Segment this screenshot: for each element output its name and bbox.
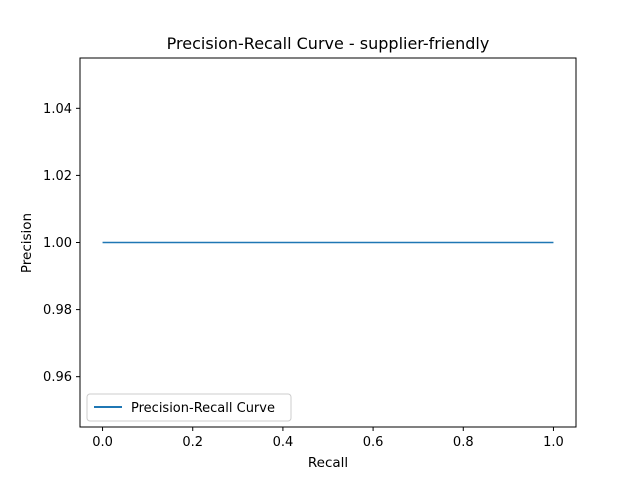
x-tick-label: 0.2 [182, 435, 203, 450]
x-tick-label: 0.0 [92, 435, 113, 450]
y-tick-label: 1.04 [43, 102, 72, 117]
x-tick-label: 1.0 [543, 435, 564, 450]
y-axis-label: Precision [19, 213, 35, 273]
x-tick-label: 0.6 [363, 435, 384, 450]
y-tick-label: 1.00 [43, 236, 72, 251]
y-tick-label: 1.02 [43, 169, 72, 184]
legend-box [86, 393, 292, 422]
y-tick-label: 0.98 [43, 303, 72, 318]
x-axis-label: Recall [308, 455, 348, 471]
plot-area [79, 57, 577, 428]
x-tick-label: 0.8 [453, 435, 474, 450]
legend-label-precision-recall-curve: Precision-Recall Curve [131, 401, 275, 416]
legend: Precision-Recall Curve [86, 393, 292, 422]
x-tick-label: 0.4 [273, 435, 294, 450]
chart-title: Precision-Recall Curve - supplier-friend… [167, 34, 490, 53]
y-tick-label: 0.96 [43, 370, 72, 385]
x-axis-ticks: 0.0 0.2 0.4 0.6 0.8 1.0 [92, 427, 564, 450]
y-axis-ticks: 0.96 0.98 1.00 1.02 1.04 [43, 102, 80, 385]
